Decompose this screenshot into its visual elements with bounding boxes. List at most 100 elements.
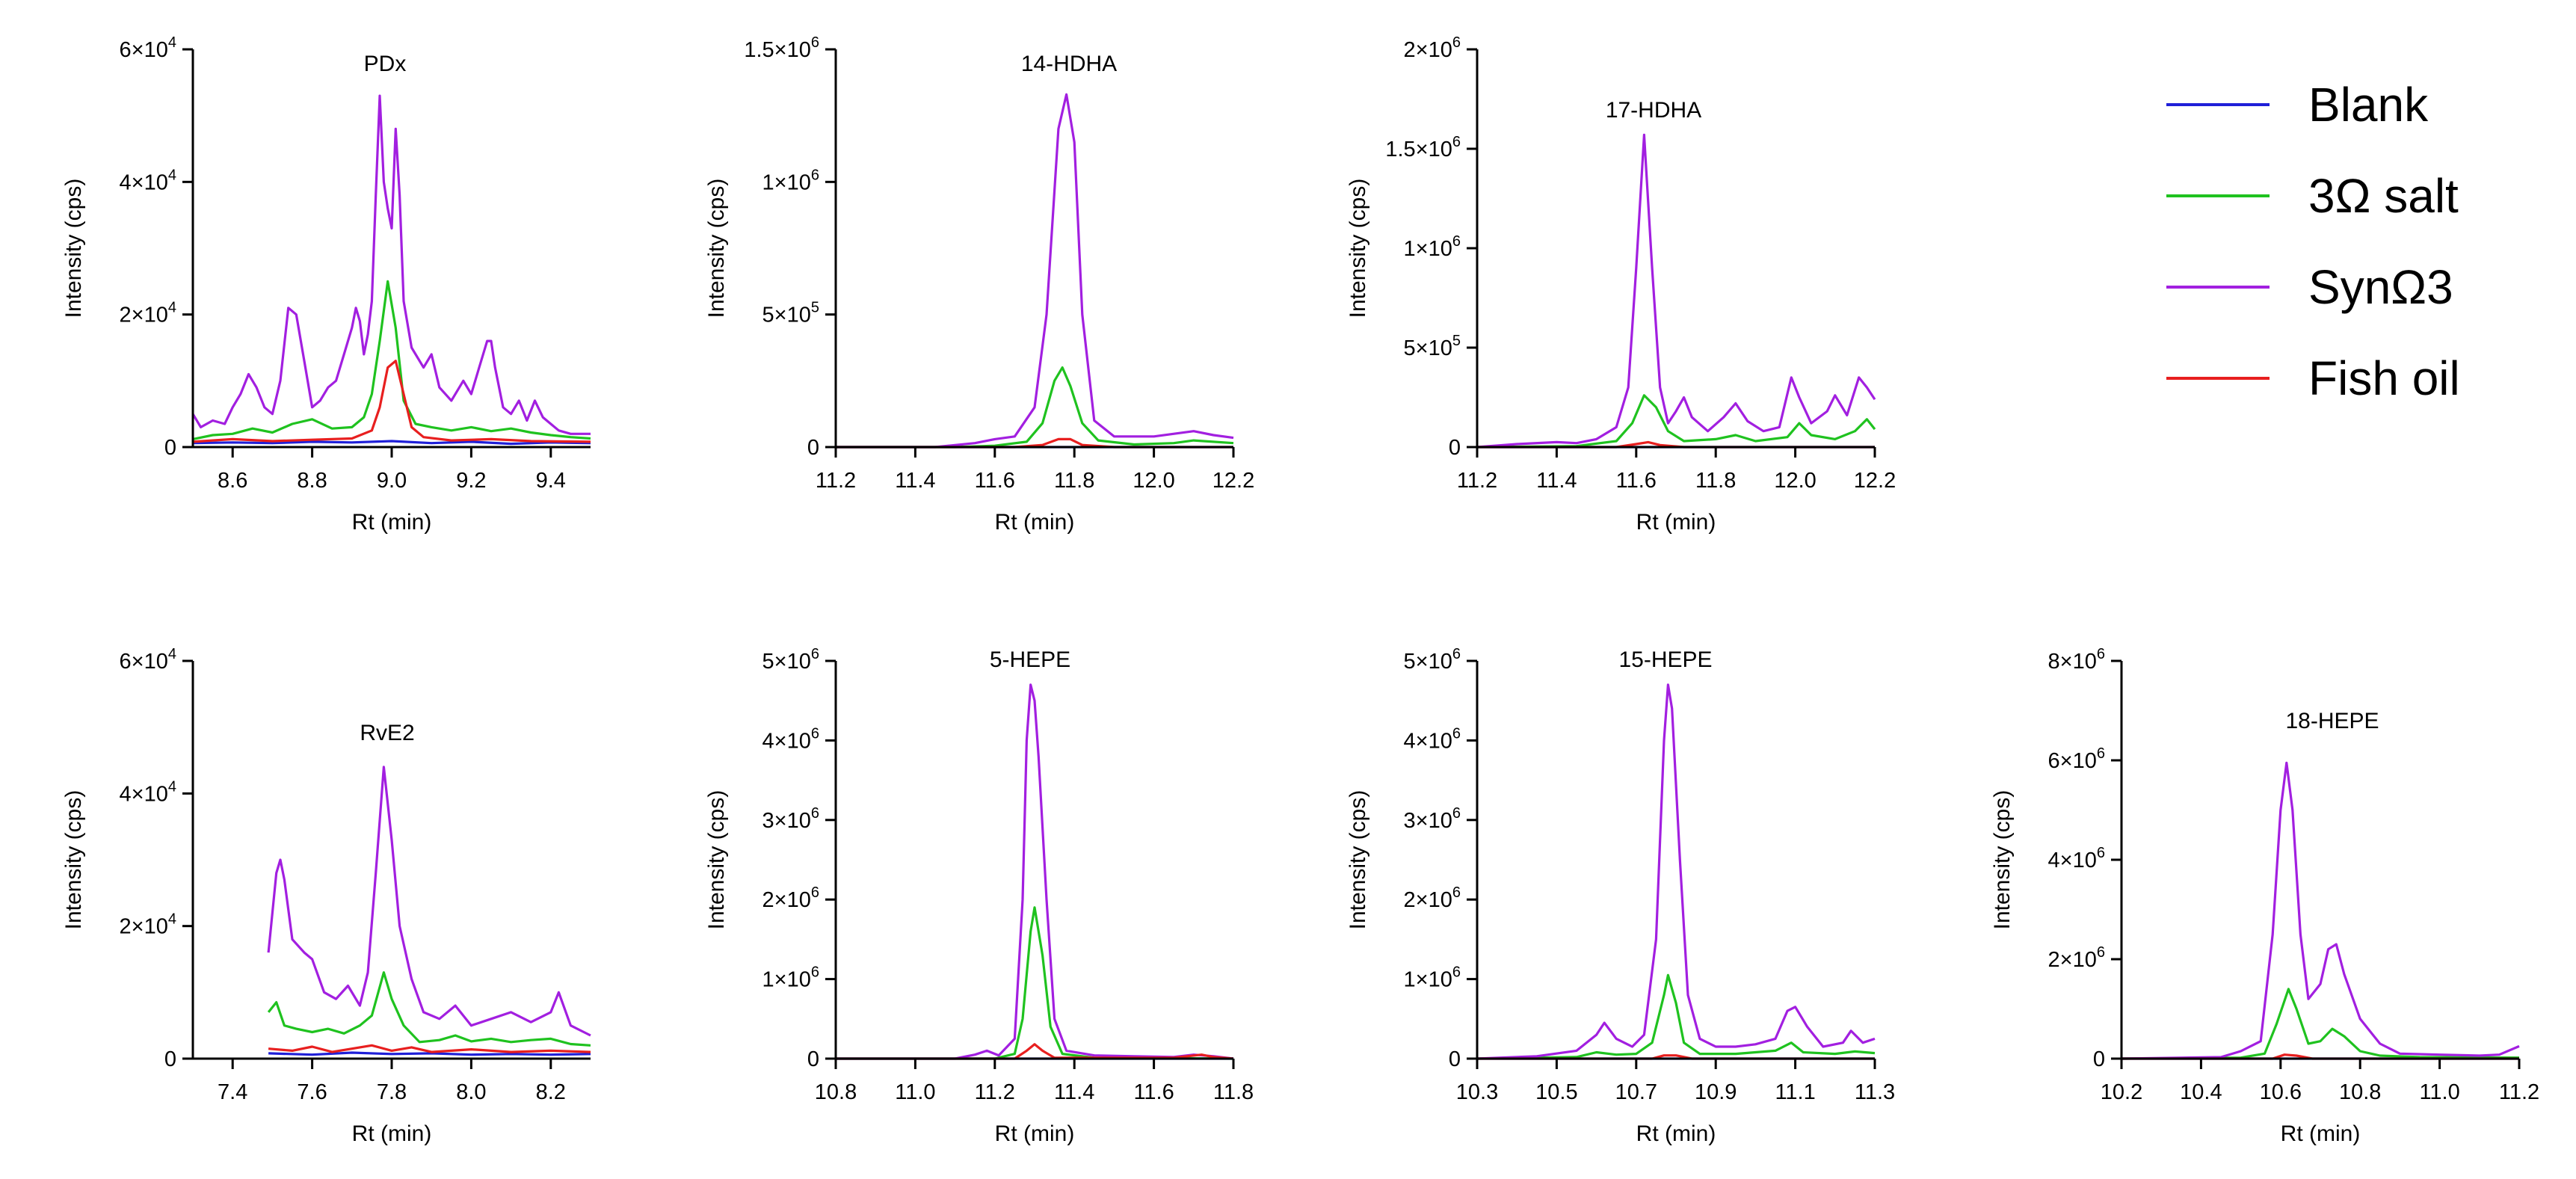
x-tick-label: 10.9 (1695, 1080, 1737, 1104)
x-tick-label: 8.8 (297, 469, 327, 493)
x-tick-label: 11.4 (1536, 469, 1577, 493)
legend-label-0: Blank (2308, 78, 2429, 132)
y-axis-label: Intensity (cps) (1346, 790, 1370, 930)
x-tick-label: 11.1 (1775, 1080, 1815, 1104)
y-tick-label: 6×106 (2048, 745, 2105, 773)
x-tick-label: 10.7 (1615, 1080, 1657, 1104)
y-tick-label: 5×105 (1404, 333, 1461, 360)
x-tick-label: 10.8 (815, 1080, 857, 1104)
x-axis-label: Rt (min) (352, 510, 432, 535)
series-line-1 (1476, 973, 1876, 1060)
y-tick-label: 2×106 (762, 884, 819, 912)
series-line-1 (267, 971, 591, 1047)
x-tick-label: 8.6 (218, 469, 247, 493)
y-tick-label: 2×104 (120, 300, 176, 327)
x-tick-label: 12.0 (1133, 469, 1174, 493)
x-tick-label: 10.2 (2101, 1080, 2142, 1104)
x-tick-label: 7.6 (297, 1080, 327, 1104)
y-tick-label: 2×106 (1404, 34, 1461, 62)
y-tick-label: 2×106 (2048, 944, 2105, 972)
x-axis-label: Rt (min) (352, 1121, 432, 1146)
x-tick-label: 11.0 (2419, 1080, 2459, 1104)
y-axis-label: Intensity (cps) (704, 790, 729, 930)
x-tick-label: 9.4 (536, 469, 566, 493)
x-tick-label: 11.8 (1054, 469, 1094, 493)
x-tick-label: 11.2 (2499, 1080, 2539, 1104)
series-line-0 (268, 1051, 591, 1056)
chart-panel-4: 10.8 11.0 11.2 11.4 11.6 11.8 0 1×106 2×106 3×106… (704, 646, 1254, 1146)
x-tick-label: 10.6 (2260, 1080, 2302, 1104)
y-tick-label: 0 (1449, 436, 1461, 460)
legend-label-1: 3Ω salt (2308, 169, 2459, 223)
series-line-3 (836, 1043, 1234, 1060)
series-line-2 (191, 94, 591, 435)
x-tick-label: 12.0 (1774, 469, 1816, 493)
y-tick-label: 6×104 (120, 646, 176, 674)
series-line-3 (268, 1044, 591, 1053)
chart-title: PDx (364, 52, 407, 76)
x-tick-label: 11.6 (975, 469, 1015, 493)
x-tick-label: 10.5 (1535, 1080, 1577, 1104)
chart-title: 18-HEPE (2285, 709, 2379, 733)
x-tick-label: 8.0 (456, 1080, 486, 1104)
series-line-0 (192, 440, 591, 446)
y-axis-label: Intensity (cps) (61, 790, 86, 930)
chart-panel-3: 7.4 7.6 7.8 8.0 8.2 0 2×104 4×104 6×104 RvE2 Rt (m… (61, 646, 591, 1146)
series-line-1 (836, 366, 1234, 449)
y-tick-label: 4×106 (762, 725, 819, 753)
y-tick-label: 2×106 (1404, 884, 1461, 912)
x-tick-label: 11.3 (1855, 1080, 1895, 1104)
chart-panel-2: 11.2 11.4 11.6 11.8 12.0 12.2 0 5×105 1×106 1.5×1… (1346, 34, 1896, 535)
x-tick-label: 10.3 (1456, 1080, 1498, 1104)
x-tick-label: 7.8 (377, 1080, 407, 1104)
x-tick-label: 7.4 (218, 1080, 247, 1104)
y-axis-label: Intensity (cps) (704, 179, 729, 318)
chart-panel-0: 8.6 8.8 9.0 9.2 9.4 0 2×104 4×104 6×104 PDx Rt (mi… (61, 34, 591, 535)
y-axis-label: Intensity (cps) (1990, 790, 2015, 930)
y-tick-label: 3×106 (762, 805, 819, 833)
x-tick-label: 10.4 (2180, 1080, 2222, 1104)
series-line-2 (1476, 133, 1876, 449)
y-tick-label: 8×106 (2048, 646, 2105, 674)
y-axis-label: Intensity (cps) (61, 179, 86, 318)
x-tick-label: 12.2 (1854, 469, 1896, 493)
x-tick-label: 11.4 (895, 469, 935, 493)
y-tick-label: 3×106 (1404, 805, 1461, 833)
x-axis-label: Rt (min) (995, 510, 1075, 535)
chart-title: RvE2 (360, 721, 414, 745)
y-tick-label: 1×106 (762, 167, 819, 194)
y-tick-label: 0 (807, 1047, 819, 1071)
x-tick-label: 9.0 (377, 469, 407, 493)
x-tick-label: 8.2 (536, 1080, 566, 1104)
y-tick-label: 4×106 (1404, 725, 1461, 753)
x-tick-label: 11.8 (1213, 1080, 1254, 1104)
x-tick-label: 11.2 (1457, 469, 1497, 493)
x-axis-label: Rt (min) (2281, 1121, 2361, 1146)
y-tick-label: 1×106 (762, 964, 819, 992)
x-tick-label: 11.8 (1695, 469, 1736, 493)
x-tick-label: 9.2 (456, 469, 486, 493)
y-tick-label: 1.5×106 (744, 34, 819, 62)
y-tick-label: 1.5×106 (1385, 134, 1461, 161)
x-tick-label: 12.2 (1212, 469, 1254, 493)
chart-panel-1: 11.2 11.4 11.6 11.8 12.0 12.2 0 5×105 1×106 1.5×1… (704, 34, 1254, 535)
series-line-1 (2121, 988, 2520, 1060)
chart-title: 17-HDHA (1606, 98, 1701, 123)
series-line-1 (836, 906, 1234, 1060)
y-tick-label: 0 (1449, 1047, 1461, 1071)
y-axis-label: Intensity (cps) (1346, 179, 1370, 318)
series-line-2 (836, 683, 1234, 1060)
x-axis-label: Rt (min) (1636, 510, 1716, 535)
legend-label-2: SynΩ3 (2308, 260, 2453, 314)
y-tick-label: 0 (164, 1047, 176, 1071)
y-tick-label: 4×104 (120, 167, 176, 194)
y-tick-label: 6×104 (120, 34, 176, 62)
chart-panel-5: 10.3 10.5 10.7 10.9 11.1 11.3 0 1×106 2×106 3×106… (1346, 646, 1895, 1146)
y-tick-label: 1×106 (1404, 964, 1461, 992)
x-tick-label: 11.2 (975, 1080, 1015, 1104)
series-line-2 (836, 93, 1234, 449)
x-tick-label: 11.2 (816, 469, 856, 493)
y-tick-label: 5×105 (762, 300, 819, 327)
x-tick-label: 11.4 (1054, 1080, 1094, 1104)
